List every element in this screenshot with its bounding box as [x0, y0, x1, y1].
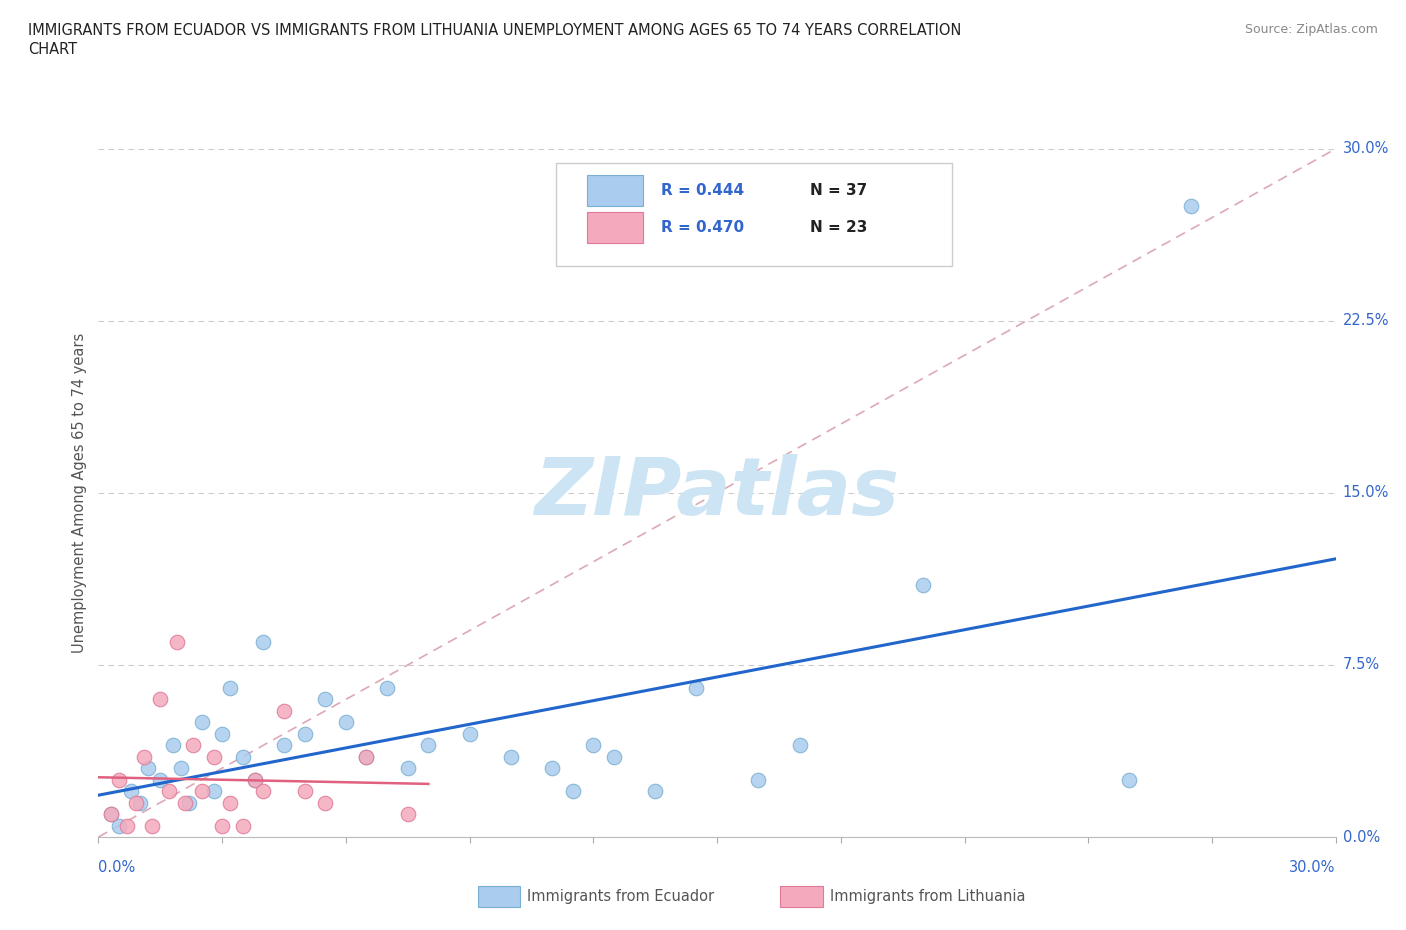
- Point: [294, 726, 316, 741]
- Point: [174, 795, 197, 810]
- FancyBboxPatch shape: [588, 212, 643, 244]
- Point: [789, 737, 811, 752]
- Point: [202, 784, 225, 799]
- Point: [1118, 772, 1140, 787]
- Text: CHART: CHART: [28, 42, 77, 57]
- Point: [252, 634, 274, 649]
- Point: [170, 761, 193, 776]
- Point: [120, 784, 142, 799]
- Point: [252, 784, 274, 799]
- Point: [211, 818, 233, 833]
- Point: [136, 761, 159, 776]
- Text: 0.0%: 0.0%: [1343, 830, 1379, 844]
- Text: 30.0%: 30.0%: [1289, 860, 1336, 875]
- Point: [644, 784, 666, 799]
- Point: [202, 750, 225, 764]
- Point: [458, 726, 481, 741]
- Point: [375, 681, 398, 696]
- Point: [418, 737, 440, 752]
- Point: [128, 795, 150, 810]
- Text: 15.0%: 15.0%: [1343, 485, 1389, 500]
- Point: [108, 818, 131, 833]
- Point: [273, 737, 295, 752]
- Text: IMMIGRANTS FROM ECUADOR VS IMMIGRANTS FROM LITHUANIA UNEMPLOYMENT AMONG AGES 65 : IMMIGRANTS FROM ECUADOR VS IMMIGRANTS FR…: [28, 23, 962, 38]
- Point: [499, 750, 522, 764]
- Text: R = 0.470: R = 0.470: [661, 220, 745, 235]
- Point: [157, 784, 180, 799]
- Text: N = 37: N = 37: [810, 182, 868, 197]
- Text: 30.0%: 30.0%: [1343, 141, 1389, 156]
- Point: [685, 681, 707, 696]
- Point: [603, 750, 626, 764]
- Text: R = 0.444: R = 0.444: [661, 182, 745, 197]
- Text: 0.0%: 0.0%: [98, 860, 135, 875]
- Y-axis label: Unemployment Among Ages 65 to 74 years: Unemployment Among Ages 65 to 74 years: [72, 333, 87, 653]
- Point: [561, 784, 583, 799]
- Point: [912, 578, 935, 592]
- Text: 22.5%: 22.5%: [1343, 313, 1389, 328]
- Point: [1180, 199, 1202, 214]
- Text: N = 23: N = 23: [810, 220, 868, 235]
- Point: [181, 737, 204, 752]
- Point: [582, 737, 605, 752]
- Point: [243, 772, 266, 787]
- Point: [232, 818, 254, 833]
- Point: [211, 726, 233, 741]
- Point: [335, 715, 357, 730]
- Text: Immigrants from Ecuador: Immigrants from Ecuador: [527, 889, 714, 904]
- Point: [396, 806, 419, 821]
- Text: Source: ZipAtlas.com: Source: ZipAtlas.com: [1244, 23, 1378, 36]
- Point: [219, 681, 242, 696]
- FancyBboxPatch shape: [588, 175, 643, 206]
- Point: [356, 750, 378, 764]
- Point: [132, 750, 155, 764]
- Point: [117, 818, 139, 833]
- Point: [149, 772, 172, 787]
- Text: ZIPatlas: ZIPatlas: [534, 454, 900, 532]
- Point: [100, 806, 122, 821]
- Point: [108, 772, 131, 787]
- Point: [232, 750, 254, 764]
- Point: [179, 795, 201, 810]
- Point: [294, 784, 316, 799]
- Point: [100, 806, 122, 821]
- Text: 7.5%: 7.5%: [1343, 658, 1379, 672]
- Point: [162, 737, 184, 752]
- Point: [243, 772, 266, 787]
- Point: [219, 795, 242, 810]
- Point: [149, 692, 172, 707]
- Point: [747, 772, 769, 787]
- Point: [356, 750, 378, 764]
- Point: [396, 761, 419, 776]
- Point: [541, 761, 564, 776]
- Point: [166, 634, 188, 649]
- Point: [190, 784, 212, 799]
- Point: [273, 703, 295, 718]
- Point: [141, 818, 163, 833]
- FancyBboxPatch shape: [557, 163, 952, 266]
- Point: [124, 795, 146, 810]
- Point: [190, 715, 212, 730]
- Point: [314, 795, 336, 810]
- Point: [314, 692, 336, 707]
- Text: Immigrants from Lithuania: Immigrants from Lithuania: [830, 889, 1025, 904]
